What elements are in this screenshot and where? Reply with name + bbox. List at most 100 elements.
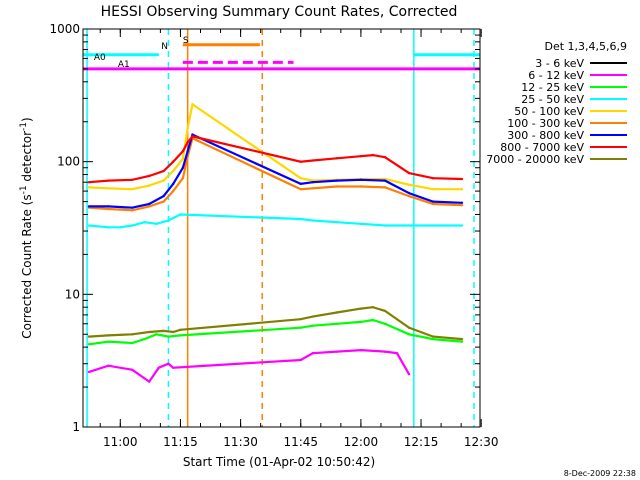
series-point (87, 370, 91, 374)
y-axis-label-sup: -1 (19, 122, 29, 131)
series-point (299, 317, 302, 321)
series-point (131, 224, 134, 227)
series-point (167, 362, 170, 365)
legend-label: 25 - 50 keV (521, 93, 584, 106)
series-point (172, 160, 175, 163)
series-point (172, 189, 175, 193)
series-point (162, 179, 165, 182)
series-point (147, 330, 151, 334)
series-point (143, 337, 146, 341)
series-point (107, 205, 110, 208)
series-point (395, 351, 399, 355)
series-point (335, 311, 339, 314)
y-tick-label: 1000 (49, 22, 80, 36)
y-axis-label-sup: -1 (19, 185, 29, 194)
y-tick-label: 100 (57, 155, 80, 169)
series-point (407, 333, 411, 336)
series-point (87, 224, 91, 227)
legend-label: 800 - 7000 keV (500, 141, 584, 154)
legend-label: 12 - 25 keV (521, 81, 584, 94)
x-axis: 11:00 11:15 11:30 11:45 12:00 12:15 12:30 (99, 29, 499, 449)
series-point (167, 219, 170, 222)
series-point (460, 224, 464, 227)
series-point (155, 222, 158, 226)
series-point (407, 191, 411, 195)
series-line (88, 348, 410, 384)
flag-label: A0 (94, 53, 106, 63)
series-point (143, 220, 146, 224)
series-point (179, 334, 182, 337)
legend-title: Det 1,3,4,5,6,9 (544, 40, 627, 53)
x-tick-label: 12:30 (464, 435, 499, 449)
series-point (147, 380, 151, 383)
y-tick-label: 10 (65, 287, 80, 301)
series-point (311, 315, 314, 318)
series-point (407, 194, 411, 198)
y-axis-label-part: detector (20, 131, 34, 186)
series-point (87, 186, 91, 189)
flag-label: N (161, 42, 168, 52)
series-point (359, 307, 363, 310)
series-point (383, 322, 387, 325)
x-tick-label: 11:30 (223, 435, 258, 449)
series-point (299, 217, 302, 221)
series-point (299, 160, 302, 163)
series-point (162, 194, 165, 198)
series-point (407, 171, 411, 175)
series-point (460, 188, 464, 191)
series-point (186, 126, 189, 130)
series-point (359, 222, 363, 226)
series-point (87, 181, 91, 184)
series-point (107, 340, 110, 343)
series-point (299, 358, 302, 362)
series-point (299, 177, 302, 180)
series-point (407, 326, 411, 329)
series-point (407, 183, 411, 186)
series-point (359, 178, 363, 181)
series-line (88, 213, 462, 229)
series-point (383, 224, 387, 227)
series-point (311, 181, 314, 184)
series-point (131, 368, 134, 371)
series-point (131, 178, 134, 181)
series-point (162, 169, 165, 173)
series-point (299, 182, 302, 186)
series-point (407, 224, 411, 227)
series-point (131, 209, 134, 212)
series-point (359, 320, 363, 324)
series-point (311, 159, 314, 162)
x-axis-label: Start Time (01-Apr-02 10:50:42) (183, 455, 375, 469)
series-point (335, 322, 339, 325)
series-point (311, 219, 314, 222)
series-point (155, 333, 158, 336)
series-point (460, 203, 464, 207)
series-point (107, 226, 110, 229)
series-point (311, 351, 314, 355)
footer-timestamp: 8-Dec-2009 22:38 (564, 469, 636, 478)
series-point (371, 318, 375, 322)
series-point (460, 340, 464, 343)
y-tick-label: 1 (72, 420, 80, 434)
plot-area: S N A0 A1 (83, 29, 480, 427)
series-point (335, 179, 339, 182)
legend-label: 50 - 100 keV (514, 105, 584, 118)
series-point (107, 207, 110, 211)
series-point (335, 185, 339, 188)
series-point (431, 200, 435, 203)
series-point (181, 166, 185, 169)
series-point (383, 350, 387, 353)
series-point (383, 179, 387, 182)
x-tick-label: 11:45 (283, 435, 318, 449)
legend-label: 6 - 12 keV (528, 69, 584, 82)
series-point (431, 224, 435, 227)
series-point (147, 184, 151, 187)
series-point (431, 177, 435, 180)
series-point (335, 350, 339, 353)
series-point (371, 305, 375, 309)
series-point (162, 329, 165, 333)
series-point (181, 149, 185, 153)
series-point (359, 348, 363, 352)
series-point (186, 141, 189, 144)
